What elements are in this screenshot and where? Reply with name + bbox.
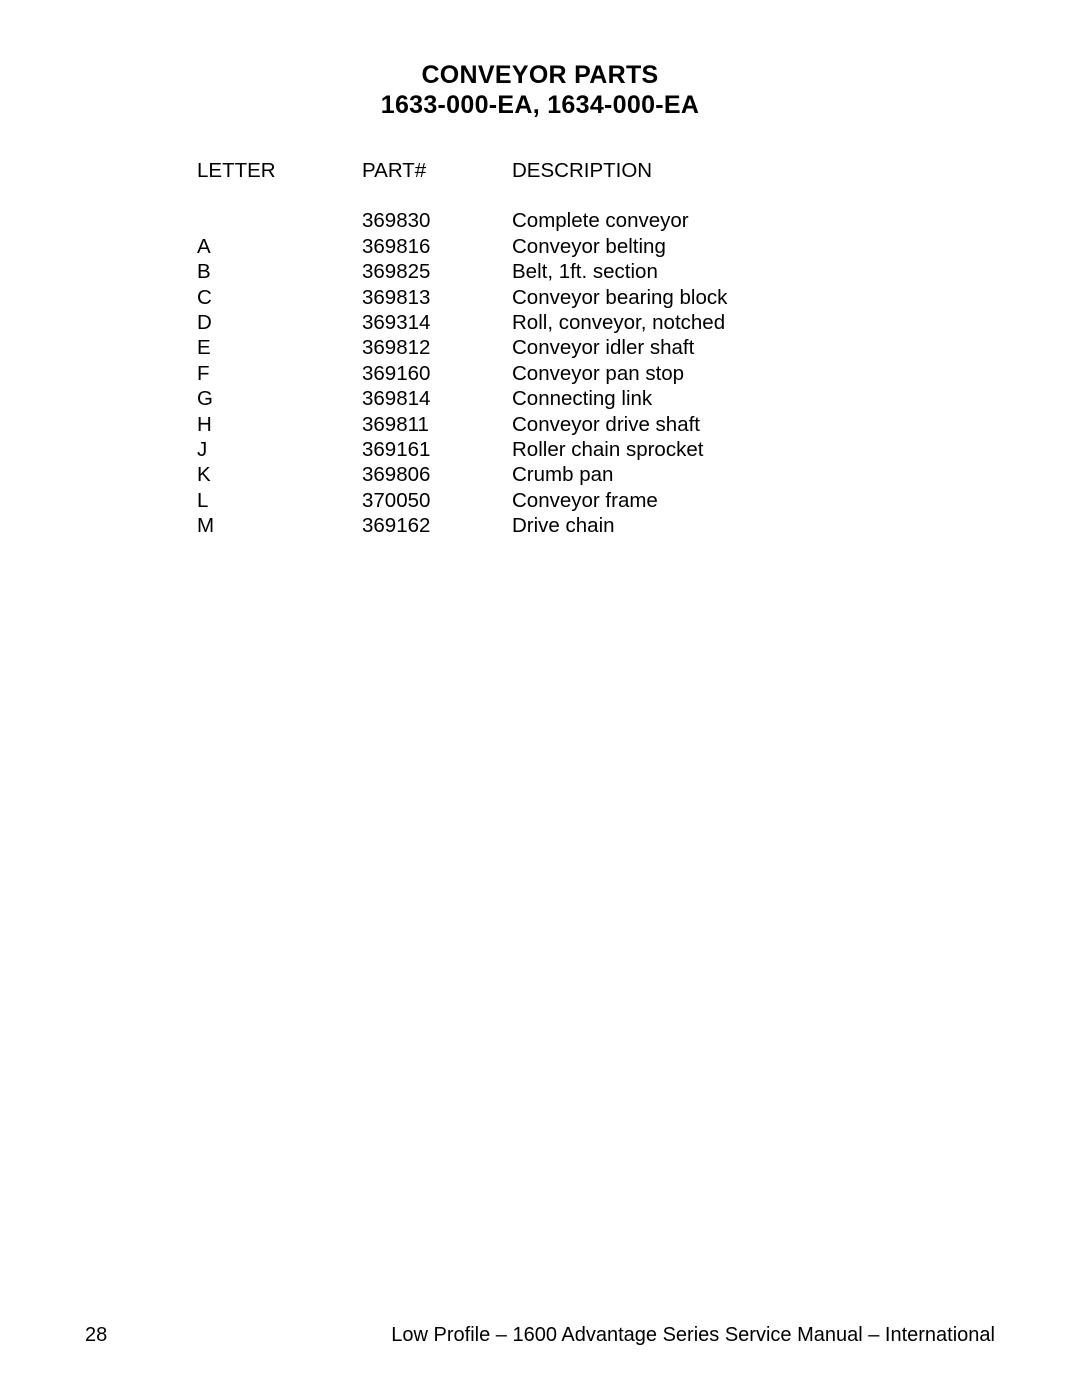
cell-letter: G — [197, 386, 362, 411]
table-row: M 369162 Drive chain — [197, 513, 995, 538]
cell-description: Roll, conveyor, notched — [512, 310, 995, 335]
cell-part: 369806 — [362, 462, 512, 487]
cell-description: Conveyor pan stop — [512, 361, 995, 386]
cell-part: 369813 — [362, 285, 512, 310]
cell-part: 369830 — [362, 208, 512, 233]
cell-description: Drive chain — [512, 513, 995, 538]
cell-letter: H — [197, 412, 362, 437]
title-block: CONVEYOR PARTS 1633-000-EA, 1634-000-EA — [85, 60, 995, 120]
cell-letter: B — [197, 259, 362, 284]
cell-part: 369825 — [362, 259, 512, 284]
cell-part: 369812 — [362, 335, 512, 360]
cell-letter: D — [197, 310, 362, 335]
cell-description: Conveyor frame — [512, 488, 995, 513]
cell-letter: K — [197, 462, 362, 487]
page-number: 28 — [85, 1324, 107, 1347]
cell-part: 370050 — [362, 488, 512, 513]
header-letter: LETTER — [197, 158, 362, 183]
footer-text: Low Profile – 1600 Advantage Series Serv… — [391, 1324, 995, 1347]
table-row: K 369806 Crumb pan — [197, 462, 995, 487]
table-row: E 369812 Conveyor idler shaft — [197, 335, 995, 360]
cell-part: 369161 — [362, 437, 512, 462]
cell-part: 369162 — [362, 513, 512, 538]
table-row: D 369314 Roll, conveyor, notched — [197, 310, 995, 335]
cell-description: Conveyor drive shaft — [512, 412, 995, 437]
table-header-row: LETTER PART# DESCRIPTION — [197, 158, 995, 183]
parts-table: LETTER PART# DESCRIPTION 369830 Complete… — [197, 158, 995, 539]
cell-letter — [197, 208, 362, 233]
header-part: PART# — [362, 158, 512, 183]
table-row: G 369814 Connecting link — [197, 386, 995, 411]
cell-description: Complete conveyor — [512, 208, 995, 233]
table-row: L 370050 Conveyor frame — [197, 488, 995, 513]
cell-description: Connecting link — [512, 386, 995, 411]
cell-description: Crumb pan — [512, 462, 995, 487]
footer: 28 Low Profile – 1600 Advantage Series S… — [85, 1324, 995, 1347]
cell-letter: F — [197, 361, 362, 386]
cell-part: 369314 — [362, 310, 512, 335]
cell-part: 369814 — [362, 386, 512, 411]
cell-letter: L — [197, 488, 362, 513]
page: CONVEYOR PARTS 1633-000-EA, 1634-000-EA … — [0, 0, 1080, 1397]
cell-description: Belt, 1ft. section — [512, 259, 995, 284]
table-row: H 369811 Conveyor drive shaft — [197, 412, 995, 437]
cell-description: Conveyor idler shaft — [512, 335, 995, 360]
cell-part: 369816 — [362, 234, 512, 259]
cell-letter: J — [197, 437, 362, 462]
table-row: C 369813 Conveyor bearing block — [197, 285, 995, 310]
table-row: F 369160 Conveyor pan stop — [197, 361, 995, 386]
cell-part: 369811 — [362, 412, 512, 437]
cell-letter: E — [197, 335, 362, 360]
title-line-2: 1633-000-EA, 1634-000-EA — [85, 90, 995, 120]
cell-letter: A — [197, 234, 362, 259]
cell-description: Roller chain sprocket — [512, 437, 995, 462]
table-row: B 369825 Belt, 1ft. section — [197, 259, 995, 284]
table-row: A 369816 Conveyor belting — [197, 234, 995, 259]
cell-letter: M — [197, 513, 362, 538]
table-row: 369830 Complete conveyor — [197, 208, 995, 233]
header-description: DESCRIPTION — [512, 158, 995, 183]
cell-part: 369160 — [362, 361, 512, 386]
table-row: J 369161 Roller chain sprocket — [197, 437, 995, 462]
cell-description: Conveyor belting — [512, 234, 995, 259]
title-line-1: CONVEYOR PARTS — [85, 60, 995, 90]
cell-letter: C — [197, 285, 362, 310]
cell-description: Conveyor bearing block — [512, 285, 995, 310]
